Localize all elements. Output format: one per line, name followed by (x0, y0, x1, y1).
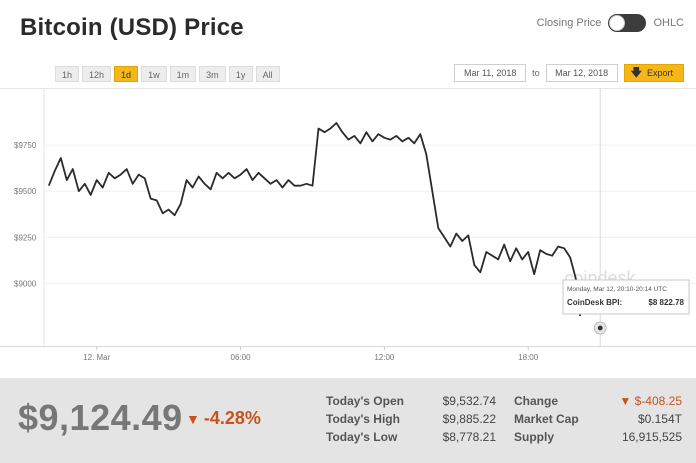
stat-value: ▼ $-408.25 (619, 394, 682, 408)
price-chart[interactable]: $9750 $9500 $9250 $9000 12. Mar 06:00 12:00 18:… (0, 88, 696, 378)
date-from-input[interactable]: Mar 11, 2018 (454, 64, 527, 82)
range-button-1y[interactable]: 1y (228, 66, 253, 82)
ohlc-label: OHLC (653, 17, 684, 29)
stat-row: Market Cap $0.154T (514, 410, 682, 428)
switch-knob (609, 15, 626, 31)
closing-price-label: Closing Price (536, 17, 602, 29)
stat-row: Supply 16,915,525 (514, 428, 682, 446)
price-series-line (47, 122, 582, 317)
current-price: $9,124.49 (18, 397, 183, 438)
range-button-1d[interactable]: 1d (114, 66, 139, 82)
y-tick-label: $9250 (14, 233, 37, 242)
date-separator: to (532, 68, 540, 78)
date-to-input[interactable]: Mar 12, 2018 (545, 64, 618, 82)
stat-value: $9,532.74 (442, 394, 496, 408)
stat-label: Change (514, 394, 559, 408)
stat-value: 16,915,525 (621, 430, 682, 444)
today-stats: Today's Open $9,532.74 Today's High $9,885… (326, 392, 496, 446)
export-button[interactable]: 🡇 Export (623, 64, 684, 82)
stat-row: Today's Low $8,778.21 (326, 428, 496, 446)
down-triangle-icon: ▼ (186, 411, 200, 427)
stat-label: Market Cap (514, 412, 579, 426)
tooltip-value: $8 822.78 (648, 298, 684, 307)
stat-row: Today's High $9,885.22 (326, 410, 496, 428)
price-mode-toggle: Closing Price OHLC (537, 14, 684, 32)
y-tick-label: $9500 (14, 187, 37, 196)
y-tick-label: $9000 (14, 279, 37, 288)
stat-row: Change ▼ $-408.25 (514, 392, 682, 410)
download-arrow-icon: 🡇 (630, 67, 642, 79)
date-range: Mar 11, 2018 to Mar 12, 2018 🡇 Export (454, 64, 684, 82)
x-tick-label: 06:00 (231, 353, 252, 362)
stat-label: Today's Low (326, 430, 398, 444)
hover-marker-dot (597, 325, 603, 331)
tooltip-time: Monday, Mar 12, 20:10-20:14 UTC (567, 286, 667, 293)
price-change-percent: ▼ -4.28% (186, 408, 261, 429)
tooltip-label: CoinDesk BPI: (567, 298, 622, 307)
stat-value: $9,885.22 (442, 412, 496, 426)
range-button-1w[interactable]: 1w (141, 66, 167, 82)
change-percent-value: -4.28% (203, 408, 261, 428)
stat-value: $8,778.21 (442, 430, 496, 444)
stat-label: Today's High (326, 412, 400, 426)
x-tick-label: 18:00 (518, 353, 539, 362)
x-tick-label: 12:00 (374, 353, 395, 362)
x-tick-label: 12. Mar (83, 353, 110, 362)
tooltip-box (562, 279, 690, 315)
range-button-1m[interactable]: 1m (169, 66, 197, 82)
stat-row: Today's Open $9,532.74 (326, 392, 496, 410)
stat-value: $0.154T (637, 412, 682, 426)
stat-label: Supply (514, 430, 555, 444)
range-button-3m[interactable]: 3m (199, 66, 226, 82)
range-button-all[interactable]: All (255, 66, 280, 82)
range-button-12h[interactable]: 12h (82, 66, 112, 82)
export-label: Export (646, 68, 673, 78)
stat-label: Today's Open (326, 394, 404, 408)
page-title: Bitcoin (USD) Price (20, 14, 244, 41)
price-mode-switch[interactable] (608, 14, 647, 32)
price-summary: $9,124.49 ▼ -4.28% Today's Open $9,532.74 … (0, 378, 696, 463)
range-selector: 1h 12h 1d 1w 1m 3m 1y All (55, 66, 280, 82)
market-stats: Change ▼ $-408.25 Market Cap $0.154T Suppl… (514, 392, 682, 446)
y-tick-label: $9750 (14, 141, 37, 150)
range-button-1h[interactable]: 1h (55, 66, 80, 82)
